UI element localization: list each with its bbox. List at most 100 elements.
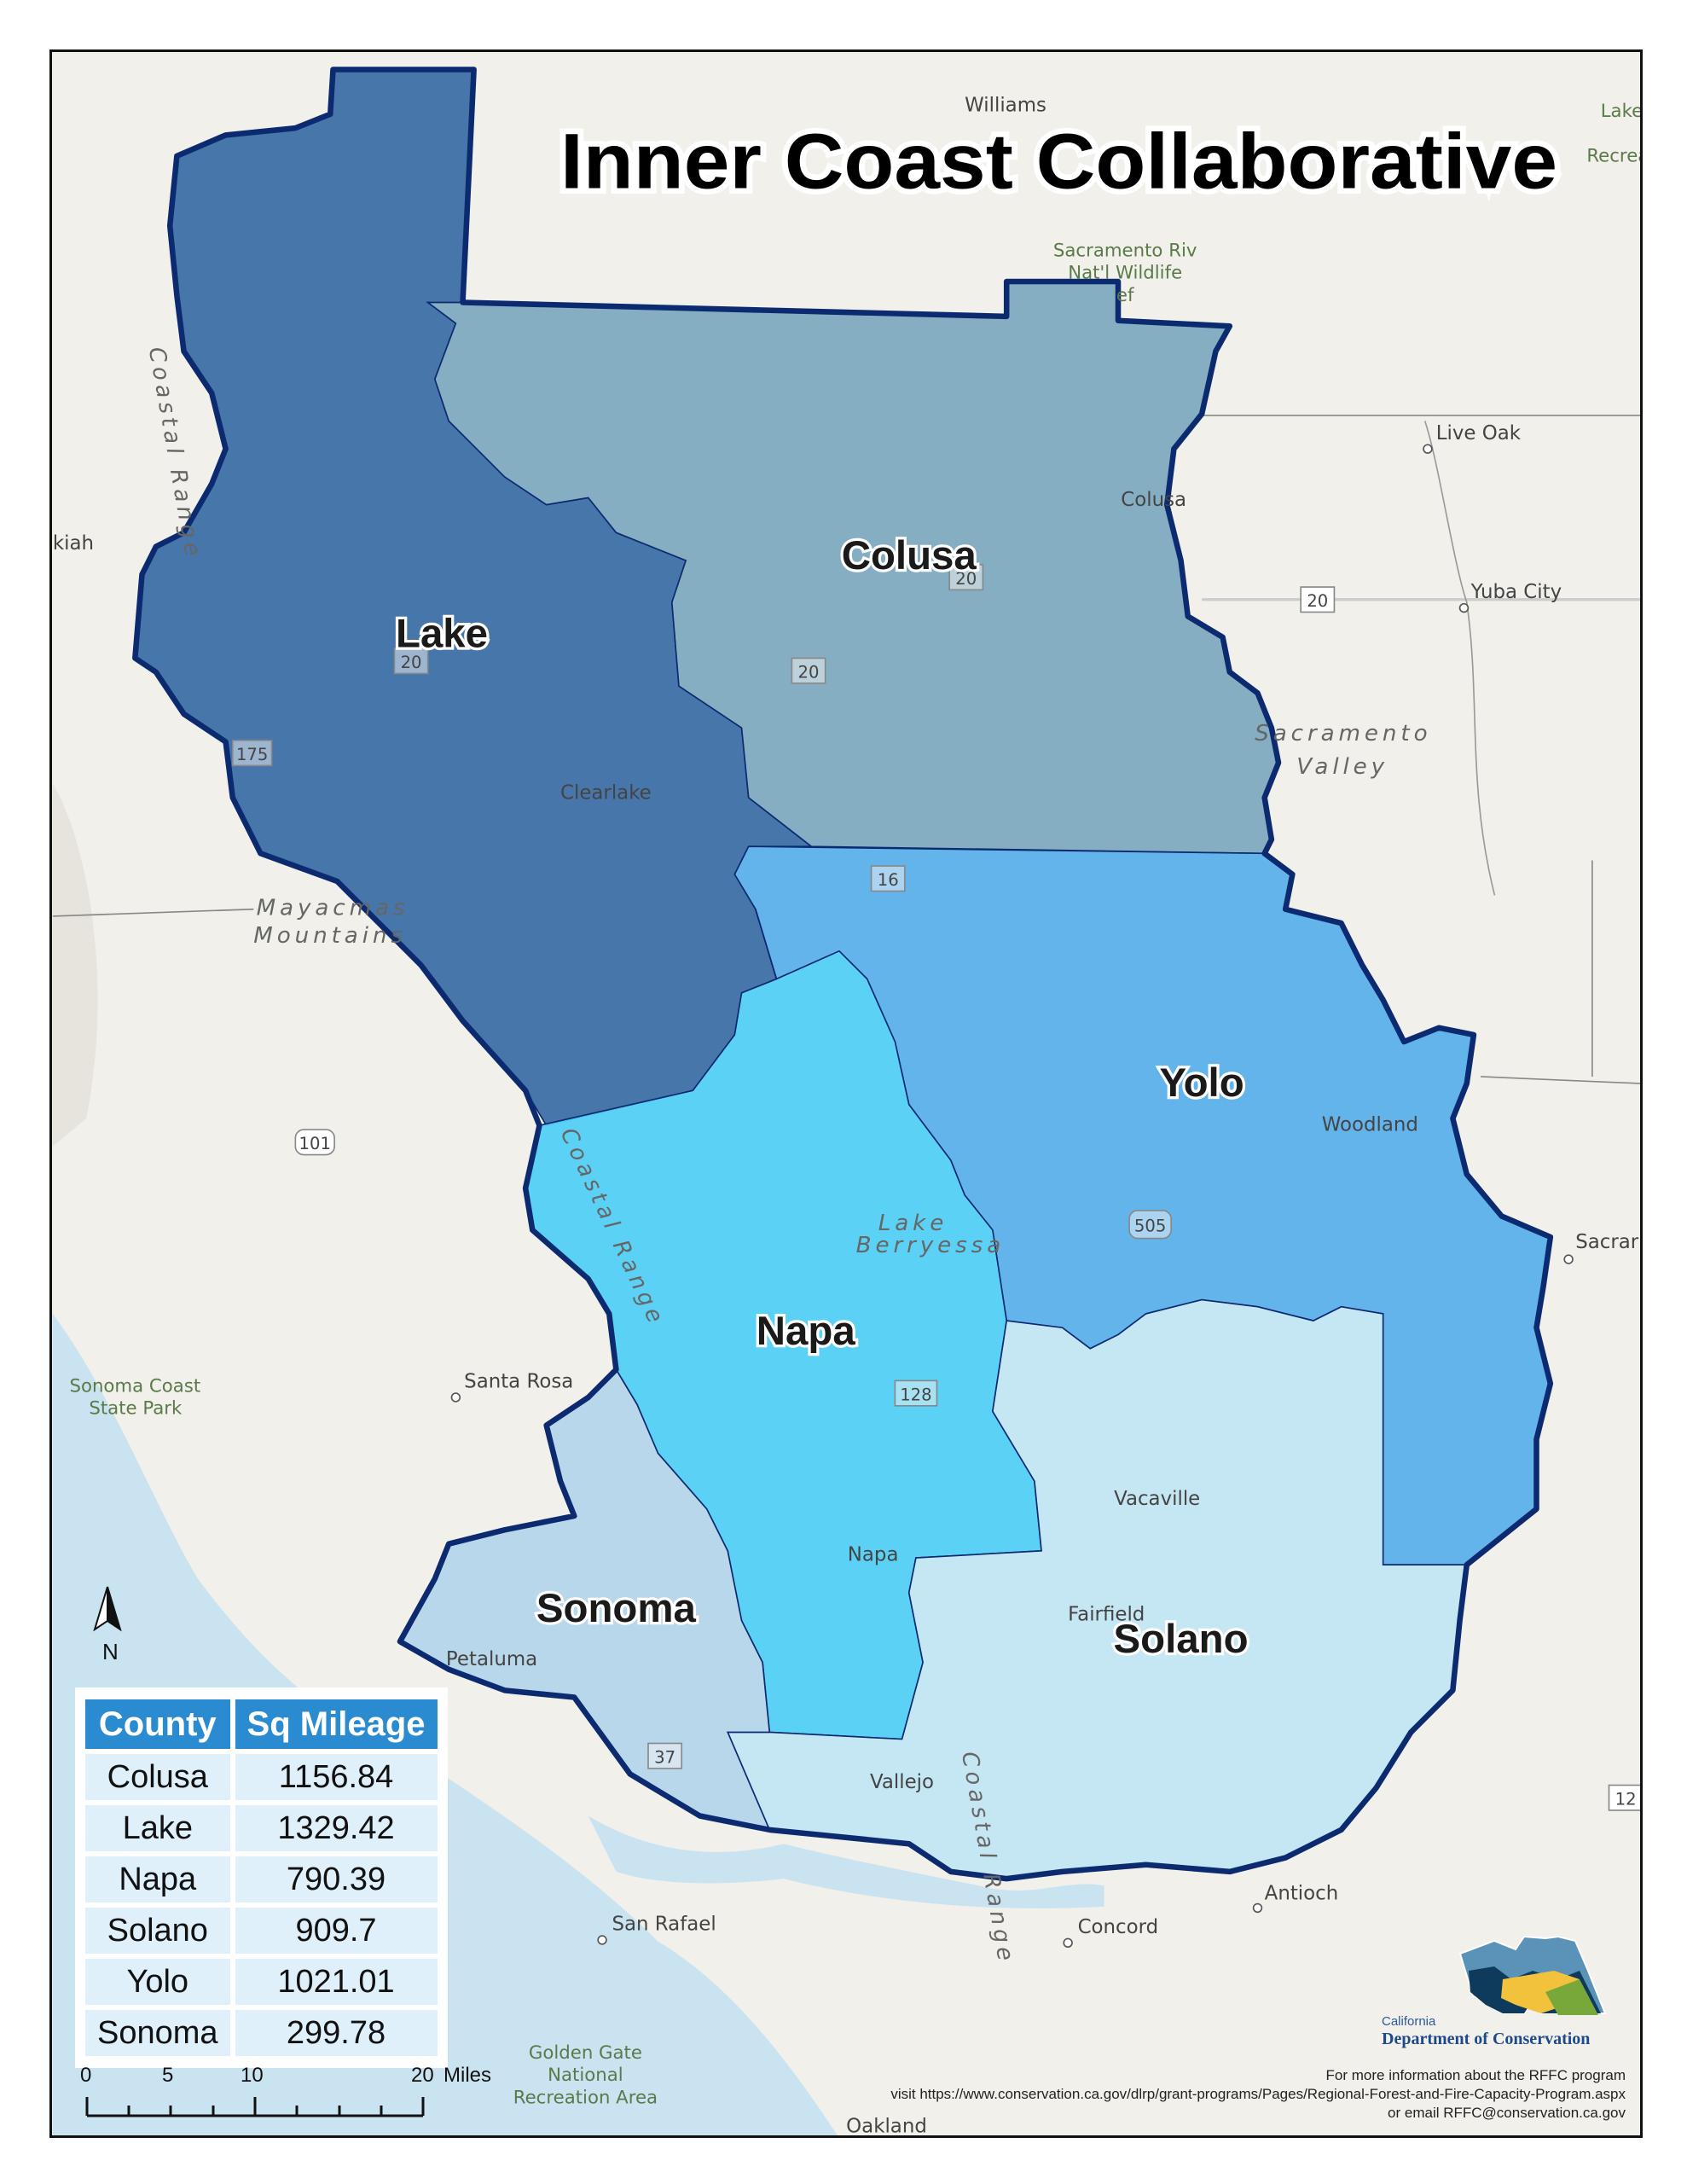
highway-shield-16: 16 (870, 865, 906, 892)
place-label: Oakland (846, 2116, 927, 2138)
place-label: Live Oak (1436, 422, 1522, 444)
scale-unit-label: Miles (443, 2064, 491, 2087)
footer-info: For more information about the RFFC prog… (890, 2066, 1626, 2123)
place-label: Yuba City (1470, 581, 1562, 603)
footer-email-line[interactable]: or email RFFC@conservation.ca.gov (1388, 2105, 1626, 2121)
boundary-line (1481, 1076, 1640, 1084)
city-dot (1563, 1254, 1574, 1264)
column-header-sq-mileage: Sq Mileage (235, 1699, 438, 1749)
city-dot (1063, 1937, 1073, 1949)
footer-link-line[interactable]: visit https://www.conservation.ca.gov/dl… (890, 2086, 1626, 2102)
scale-tick-label: 0 (80, 2064, 91, 2087)
place-label: Lake (878, 1211, 948, 1236)
place-label: Mayacmas (257, 895, 409, 921)
terrain-shade (52, 783, 98, 1147)
svg-text:37: 37 (654, 1747, 675, 1767)
highway-shield-505: 505 (1128, 1210, 1172, 1240)
scale-tick-label: 5 (162, 2064, 173, 2087)
place-label: Williams (965, 95, 1046, 117)
place-label: Nat'l Wildlife (1068, 263, 1182, 284)
svg-text:20: 20 (1307, 591, 1328, 611)
city-dot (450, 1392, 461, 1403)
svg-text:101: 101 (299, 1134, 331, 1153)
city-dot (1252, 1902, 1263, 1914)
table-row: Colusa 1156.84 (85, 1754, 438, 1800)
logo-line1: California (1382, 2014, 1436, 2029)
north-arrow-icon: N (93, 1586, 122, 1664)
place-label: State Park (89, 1398, 183, 1420)
svg-text:20: 20 (798, 662, 820, 682)
place-label: Napa (848, 1543, 899, 1565)
bay-water (588, 1815, 1104, 1908)
county-cell: Yolo (85, 1959, 230, 2005)
svg-text:20: 20 (401, 653, 422, 672)
area-cell: 909.7 (235, 1908, 438, 1954)
city-dot (1423, 444, 1433, 454)
county-cell: Napa (85, 1856, 230, 1902)
place-label: Sonoma Coast (69, 1375, 200, 1397)
svg-text:20: 20 (955, 569, 977, 589)
place-label: kiah (53, 532, 94, 555)
highway-shield-12: 12 (1608, 1784, 1640, 1811)
place-label: National (548, 2065, 623, 2086)
county-line (1423, 421, 1496, 896)
scale-tick-label: 20 (411, 2064, 434, 2087)
scale-bar: 0 5 10 20 Miles (80, 2064, 491, 2117)
highway-shield-128: 128 (894, 1380, 938, 1407)
area-cell: 1329.42 (235, 1805, 438, 1851)
place-label: Fairfield (1068, 1604, 1145, 1626)
area-cell: 299.78 (235, 2010, 438, 2056)
county-area-table: County Sq Mileage Colusa 1156.84 Lake 1329… (75, 1687, 448, 2068)
boundary-line (52, 908, 254, 917)
column-header-county: County (85, 1699, 230, 1749)
area-cell: 1021.01 (235, 1959, 438, 2005)
place-label: Mountains (253, 923, 407, 949)
place-label: Berryessa (856, 1233, 1006, 1258)
highway-shields: 20 20 20 20 175 16 101 505 128 37 12 (231, 564, 1640, 1811)
area-cell: 790.39 (235, 1856, 438, 1902)
county-cell: Solano (85, 1908, 230, 1954)
highway-shield-20: 20 (948, 564, 984, 591)
county-cell: Colusa (85, 1754, 230, 1800)
place-label: Recrea (1586, 145, 1643, 166)
highway-shield-20: 20 (1300, 586, 1336, 613)
county-label-colusa: Colusa (842, 533, 977, 578)
highway-shield-101: 101 (294, 1129, 335, 1156)
table-row: Lake 1329.42 (85, 1805, 438, 1851)
svg-text:12: 12 (1615, 1789, 1637, 1809)
place-label: Antioch (1265, 1883, 1339, 1905)
place-label: Woodland (1322, 1114, 1418, 1136)
place-label: Clearlake (560, 782, 652, 804)
county-label-solano: Solano (1114, 1617, 1249, 1662)
city-dot (1458, 602, 1470, 613)
table-row: Sonoma 299.78 (85, 2010, 438, 2056)
footer-line: For more information about the RFFC prog… (1325, 2067, 1626, 2083)
county-label-napa: Napa (757, 1309, 856, 1354)
highway-shield-37: 37 (647, 1742, 683, 1769)
county-label-yolo: Yolo (1160, 1060, 1244, 1106)
place-label: Sacramento Riv (1053, 241, 1197, 262)
place-label: San Rafael (612, 1914, 716, 1936)
place-label: Valley (1296, 754, 1388, 780)
place-label: Recreation Area (513, 2087, 658, 2108)
table-row: Yolo 1021.01 (85, 1959, 438, 2005)
place-label: Sacrar (1575, 1231, 1639, 1253)
place-label: Colusa (1121, 489, 1186, 511)
north-label: N (102, 1639, 119, 1664)
table-row: Solano 909.7 (85, 1908, 438, 1954)
place-label: ef (1116, 285, 1134, 306)
place-label: Petaluma (446, 1648, 537, 1670)
county-cell: Lake (85, 1805, 230, 1851)
scale-tick-label: 10 (241, 2064, 264, 2087)
svg-text:16: 16 (878, 870, 899, 890)
place-label: Golden Gate (529, 2042, 642, 2064)
place-label: Vacaville (1114, 1488, 1200, 1510)
svg-text:128: 128 (900, 1385, 931, 1404)
place-label: Lake (1601, 101, 1643, 122)
logo-line2: Department of Conservation (1382, 2030, 1590, 2048)
highway-shield-20: 20 (393, 648, 429, 675)
place-label: Sacramento (1255, 721, 1431, 746)
area-cell: 1156.84 (235, 1754, 438, 1800)
svg-text:175: 175 (236, 745, 268, 764)
highway-shield-20: 20 (791, 657, 826, 684)
